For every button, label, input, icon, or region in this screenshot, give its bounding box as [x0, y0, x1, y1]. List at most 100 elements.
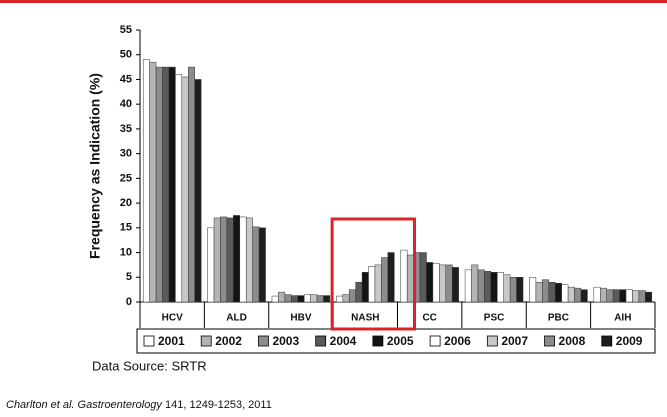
bar — [162, 66, 170, 303]
bar — [188, 66, 195, 303]
x-tick-label: HCV — [162, 313, 183, 324]
bar — [554, 282, 562, 303]
y-tick-label: 20 — [120, 197, 132, 209]
legend-swatch — [200, 335, 212, 347]
bar — [271, 295, 279, 303]
top-border — [0, 0, 667, 3]
bar — [464, 269, 472, 303]
bar — [548, 281, 556, 303]
bar — [348, 289, 356, 303]
bar — [535, 281, 543, 303]
bar — [226, 217, 234, 303]
bar — [207, 227, 215, 303]
bar — [291, 295, 298, 303]
bar — [439, 264, 447, 303]
x-tick-label: PSC — [484, 313, 505, 324]
bar — [638, 290, 646, 303]
bar — [233, 215, 241, 303]
legend-swatch — [372, 335, 384, 347]
bar — [451, 267, 459, 303]
y-axis-label: Frequency as Indication (%) — [87, 73, 103, 259]
bar — [168, 66, 176, 303]
x-tick-label: NASH — [351, 313, 379, 324]
bar — [471, 264, 479, 303]
y-tick-label: 45 — [120, 73, 132, 85]
legend-swatch — [544, 335, 555, 347]
bar — [542, 279, 550, 303]
legend-swatch — [315, 335, 327, 347]
bar — [426, 262, 434, 303]
legend-label: 2001 — [158, 334, 185, 348]
bar — [155, 66, 163, 303]
y-tick-label: 50 — [120, 49, 132, 61]
citation-journal: Gastroenterology — [78, 399, 164, 411]
bar — [374, 264, 382, 303]
bar — [278, 291, 286, 303]
legend-swatch — [601, 335, 613, 347]
bar — [477, 269, 485, 303]
bar — [284, 294, 292, 303]
bar — [490, 272, 498, 303]
bar — [567, 286, 575, 303]
bar — [606, 289, 614, 303]
bar — [239, 216, 247, 303]
bar — [632, 290, 640, 303]
bar — [310, 294, 318, 303]
legend-swatch — [486, 335, 498, 347]
bar — [593, 286, 601, 303]
legend-label: 2005 — [387, 334, 414, 348]
bar — [245, 217, 253, 303]
x-tick-label: HBV — [290, 313, 311, 324]
bar — [323, 295, 331, 303]
y-tick-label: 35 — [120, 123, 132, 135]
bar — [368, 266, 376, 303]
bar — [445, 264, 453, 303]
bar — [625, 289, 633, 303]
y-tick-label: 40 — [120, 98, 132, 110]
bar — [432, 263, 440, 303]
bar — [149, 61, 157, 303]
citation-authors: Charlton et al. — [6, 399, 74, 411]
bar — [574, 287, 582, 303]
bar — [400, 249, 408, 303]
bar — [336, 295, 344, 303]
legend-swatch — [429, 335, 441, 347]
bar — [561, 284, 569, 303]
bar — [529, 277, 537, 303]
legend-label: 2004 — [330, 334, 357, 348]
legend-label: 2003 — [272, 334, 299, 348]
y-tick-label: 30 — [120, 148, 132, 160]
bar — [213, 217, 221, 303]
bar — [194, 79, 202, 303]
y-tick-label: 10 — [120, 246, 132, 258]
bar — [342, 294, 350, 303]
bar — [297, 295, 305, 303]
bar — [497, 272, 504, 303]
bar — [316, 295, 324, 303]
y-tick-label: 25 — [120, 172, 132, 184]
legend-label: 2006 — [444, 334, 471, 348]
bar — [252, 226, 260, 303]
x-tick-label: CC — [422, 313, 436, 324]
bar — [619, 289, 627, 303]
legend-swatch — [143, 335, 155, 347]
bar — [355, 281, 363, 303]
bar — [516, 277, 524, 303]
bar — [484, 271, 492, 303]
y-tick-label: 15 — [120, 222, 132, 234]
bar — [406, 254, 414, 303]
legend-swatch — [258, 335, 269, 347]
x-tick-label: PBC — [548, 313, 569, 324]
x-tick-label: AIH — [614, 313, 631, 324]
bar — [361, 272, 369, 303]
legend-label: 2008 — [559, 334, 586, 348]
legend-label: 2007 — [501, 334, 528, 348]
bar — [142, 59, 150, 303]
bar — [303, 294, 311, 303]
bar — [503, 274, 511, 303]
bar — [580, 289, 588, 303]
bar — [387, 252, 395, 303]
data-source: Data Source: SRTR — [92, 358, 207, 373]
bar — [220, 216, 228, 303]
